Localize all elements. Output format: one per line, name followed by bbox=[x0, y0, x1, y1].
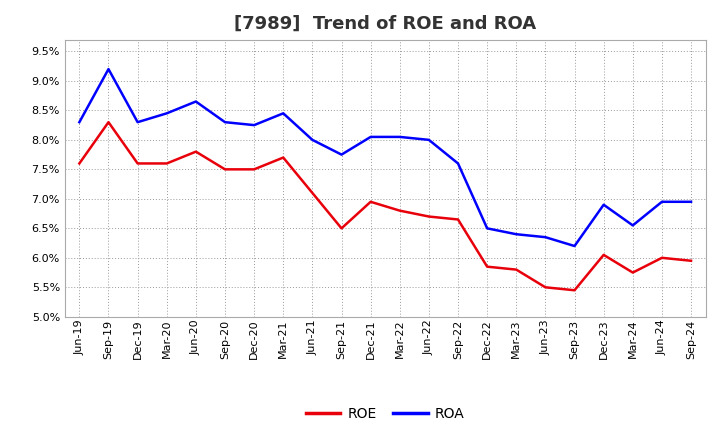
ROE bbox=[163, 161, 171, 166]
ROA bbox=[192, 99, 200, 104]
ROE bbox=[425, 214, 433, 219]
ROA bbox=[104, 66, 113, 72]
ROA bbox=[454, 161, 462, 166]
ROE bbox=[337, 226, 346, 231]
ROE bbox=[192, 149, 200, 154]
ROE bbox=[250, 167, 258, 172]
ROA bbox=[279, 111, 287, 116]
ROE bbox=[541, 285, 550, 290]
ROE bbox=[570, 288, 579, 293]
ROE bbox=[657, 255, 666, 260]
ROA bbox=[687, 199, 696, 205]
ROA bbox=[657, 199, 666, 205]
ROE bbox=[454, 217, 462, 222]
ROA bbox=[337, 152, 346, 157]
ROA bbox=[75, 120, 84, 125]
ROA bbox=[570, 243, 579, 249]
ROE bbox=[599, 252, 608, 257]
ROA bbox=[541, 235, 550, 240]
Line: ROA: ROA bbox=[79, 69, 691, 246]
ROA bbox=[133, 120, 142, 125]
ROE bbox=[75, 161, 84, 166]
ROA bbox=[425, 137, 433, 143]
ROA bbox=[308, 137, 317, 143]
ROE bbox=[512, 267, 521, 272]
ROE bbox=[366, 199, 375, 205]
ROE bbox=[483, 264, 492, 269]
ROE bbox=[308, 191, 317, 196]
ROA bbox=[599, 202, 608, 207]
ROA bbox=[512, 231, 521, 237]
Legend: ROE, ROA: ROE, ROA bbox=[300, 401, 470, 426]
ROA bbox=[629, 223, 637, 228]
ROE bbox=[279, 155, 287, 160]
ROA bbox=[220, 120, 229, 125]
ROA bbox=[483, 226, 492, 231]
ROE bbox=[629, 270, 637, 275]
ROA bbox=[163, 111, 171, 116]
ROE bbox=[687, 258, 696, 264]
ROE bbox=[133, 161, 142, 166]
Title: [7989]  Trend of ROE and ROA: [7989] Trend of ROE and ROA bbox=[234, 15, 536, 33]
ROA bbox=[250, 122, 258, 128]
ROE bbox=[220, 167, 229, 172]
Line: ROE: ROE bbox=[79, 122, 691, 290]
ROE bbox=[395, 208, 404, 213]
ROA bbox=[395, 134, 404, 139]
ROA bbox=[366, 134, 375, 139]
ROE bbox=[104, 120, 113, 125]
